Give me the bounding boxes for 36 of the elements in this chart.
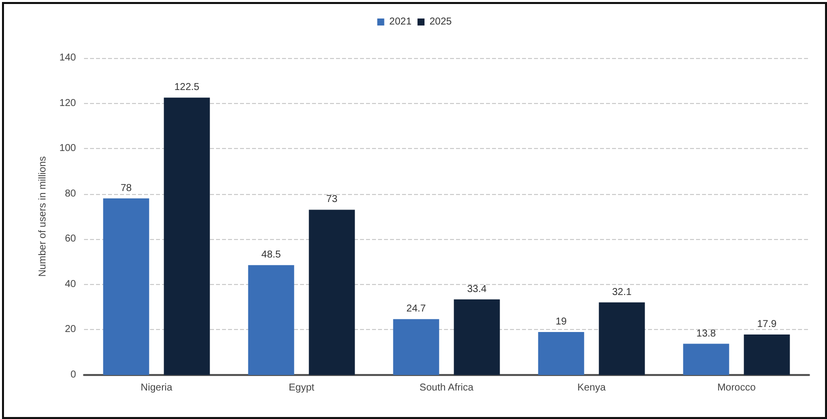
- x-tick-label: Morocco: [717, 382, 756, 394]
- bar: [598, 302, 645, 375]
- legend-label: 2021: [389, 16, 412, 28]
- data-label: 13.8: [696, 328, 716, 340]
- y-tick-label: 100: [59, 143, 76, 154]
- data-label: 73: [326, 194, 338, 206]
- bar: [164, 98, 210, 375]
- bar: [744, 334, 790, 375]
- bar: [683, 344, 730, 375]
- legend-label: 2025: [430, 16, 452, 28]
- x-tick-label: Egypt: [288, 382, 315, 394]
- y-tick-label: 60: [64, 234, 76, 245]
- x-tick-label: Kenya: [577, 382, 606, 394]
- data-label: 33.4: [467, 284, 488, 295]
- x-tick-label: Nigeria: [140, 382, 173, 394]
- bar: [248, 265, 294, 375]
- y-axis-title: Number of users in millions: [38, 156, 48, 277]
- bar: [103, 198, 150, 375]
- y-tick-label: 140: [59, 52, 76, 64]
- data-label: 32.1: [612, 286, 632, 298]
- x-tick-label: South Africa: [420, 382, 474, 394]
- data-label: 78: [120, 182, 132, 194]
- data-label: 19: [556, 316, 568, 328]
- data-label: 24.7: [406, 304, 426, 315]
- data-label: 122.5: [174, 82, 200, 94]
- data-label: 48.5: [261, 250, 282, 261]
- y-tick-label: 20: [64, 324, 76, 336]
- data-label: 17.9: [757, 318, 778, 330]
- bar: [308, 210, 355, 375]
- y-tick-label: 120: [59, 98, 76, 109]
- bar: [454, 299, 500, 375]
- y-tick-label: 80: [64, 188, 76, 200]
- bar: [538, 332, 584, 375]
- y-tick-label: 40: [64, 278, 76, 290]
- y-tick-label: 0: [70, 370, 76, 380]
- bar: [393, 319, 440, 375]
